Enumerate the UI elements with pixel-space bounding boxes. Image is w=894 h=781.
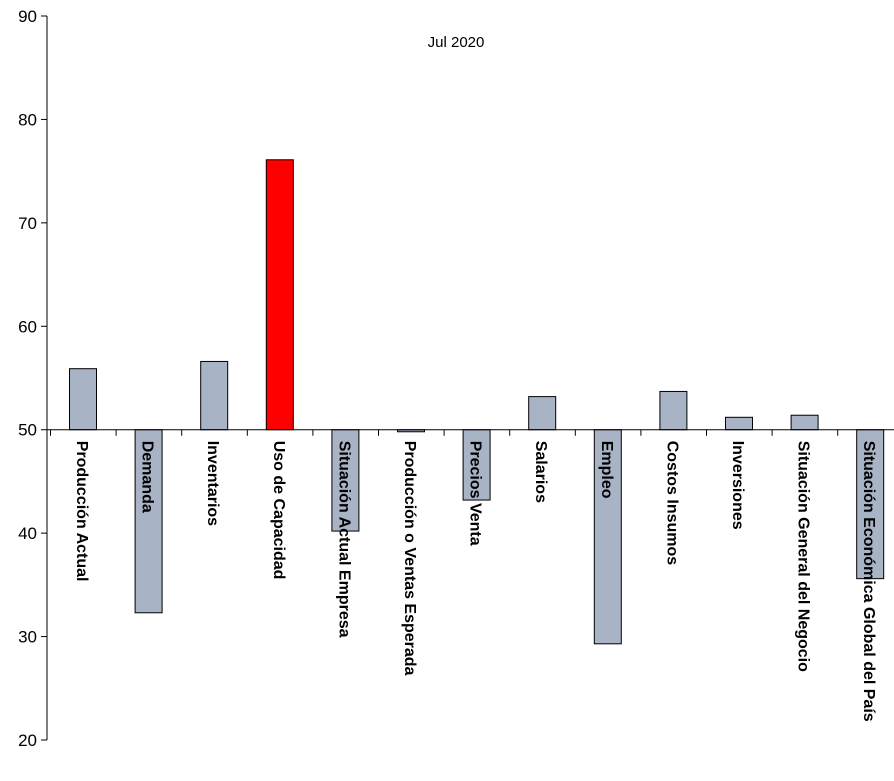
bar xyxy=(725,416,753,431)
y-tick-label: 80 xyxy=(18,110,37,129)
bar xyxy=(134,429,163,614)
y-tick-label: 90 xyxy=(18,7,37,26)
category-label: Situación Actual Empresa xyxy=(335,441,352,638)
bar xyxy=(265,159,294,431)
bar xyxy=(790,414,819,431)
category-label: Inventarios xyxy=(204,441,221,526)
y-tick-label: 50 xyxy=(18,421,37,440)
bar xyxy=(593,429,622,645)
category-label: Situación General del Negocio xyxy=(795,441,812,672)
y-ticks: 20 30 40 50 60 70 80 90 xyxy=(18,7,47,750)
y-tick-label: 30 xyxy=(18,628,37,647)
category-label: Producción o Ventas Esperada xyxy=(401,441,418,676)
category-label: Inversiones xyxy=(729,441,746,530)
category-label: Precios Venta xyxy=(467,441,484,546)
category-label: Uso de Capacidad xyxy=(270,441,287,580)
bars xyxy=(50,159,885,645)
chart-title: Jul 2020 xyxy=(428,34,485,51)
bar xyxy=(659,390,688,431)
bar xyxy=(200,360,229,431)
y-axis: 20 30 40 50 60 70 80 90 xyxy=(18,7,48,750)
y-tick-label: 70 xyxy=(18,214,37,233)
y-tick-label: 40 xyxy=(18,524,37,543)
bar xyxy=(331,429,360,532)
bar xyxy=(528,396,557,431)
category-label: Empleo xyxy=(598,441,615,499)
category-label: Demanda xyxy=(139,441,156,513)
category-label: Salarios xyxy=(532,441,549,503)
category-label: Situación Económica Global del País xyxy=(860,441,877,722)
y-tick-label: 20 xyxy=(18,731,37,750)
category-label: Costos Insumos xyxy=(663,441,680,566)
bar xyxy=(69,368,97,431)
category-labels: Producción Actual Demanda Inventarios Uso d… xyxy=(73,441,877,722)
category-label: Producción Actual xyxy=(73,441,90,582)
y-tick-label: 60 xyxy=(18,317,37,336)
bar xyxy=(856,429,885,580)
